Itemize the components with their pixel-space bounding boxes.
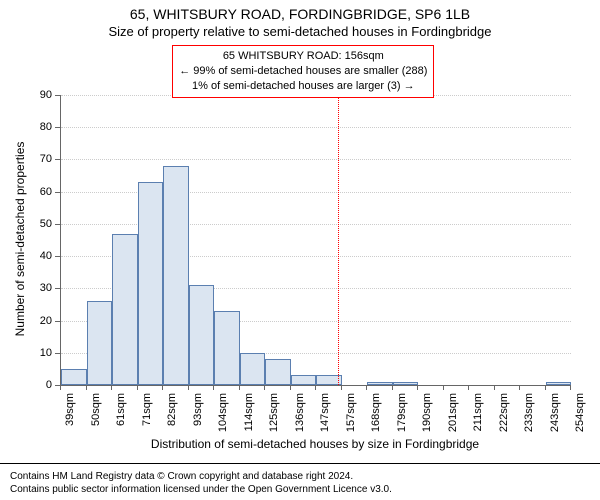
histogram-bar [393, 382, 419, 385]
x-tick-mark [570, 385, 571, 390]
histogram-bar [546, 382, 572, 385]
x-tick-label: 201sqm [447, 393, 459, 443]
x-tick-label: 157sqm [345, 393, 357, 443]
x-tick-label: 125sqm [268, 393, 280, 443]
x-tick-label: 39sqm [64, 393, 76, 443]
y-tick-label: 10 [30, 347, 52, 359]
histogram-bar [61, 369, 87, 385]
x-tick-label: 254sqm [574, 393, 586, 443]
gridline [61, 127, 571, 128]
histogram-bar [265, 359, 291, 385]
y-tick-label: 30 [30, 282, 52, 294]
x-tick-mark [392, 385, 393, 390]
x-tick-mark [545, 385, 546, 390]
x-tick-mark [60, 385, 61, 390]
footer-line1: Contains HM Land Registry data © Crown c… [10, 470, 590, 483]
y-tick-label: 90 [30, 89, 52, 101]
x-tick-label: 136sqm [294, 393, 306, 443]
y-tick-mark [55, 95, 60, 96]
y-tick-label: 20 [30, 315, 52, 327]
x-tick-label: 168sqm [370, 393, 382, 443]
x-tick-mark [341, 385, 342, 390]
histogram-bar [163, 166, 189, 385]
x-tick-mark [213, 385, 214, 390]
x-tick-mark [494, 385, 495, 390]
y-tick-mark [55, 192, 60, 193]
title-address: 65, WHITSBURY ROAD, FORDINGBRIDGE, SP6 1… [0, 6, 600, 22]
x-tick-label: 61sqm [115, 393, 127, 443]
x-axis-label: Distribution of semi-detached houses by … [60, 437, 570, 451]
annotation-line2: ← 99% of semi-detached houses are smalle… [179, 64, 427, 79]
histogram-bar [240, 353, 266, 385]
annotation-box: 65 WHITSBURY ROAD: 156sqm ← 99% of semi-… [172, 45, 434, 98]
x-tick-mark [86, 385, 87, 390]
y-tick-mark [55, 256, 60, 257]
footer-line2: Contains public sector information licen… [10, 483, 590, 496]
y-tick-label: 80 [30, 121, 52, 133]
x-tick-mark [162, 385, 163, 390]
x-tick-mark [111, 385, 112, 390]
y-tick-label: 0 [30, 379, 52, 391]
x-tick-label: 93sqm [192, 393, 204, 443]
histogram-bar [87, 301, 113, 385]
x-tick-label: 179sqm [396, 393, 408, 443]
histogram-bar [291, 375, 317, 385]
title-subtitle: Size of property relative to semi-detach… [0, 24, 600, 39]
x-tick-mark [239, 385, 240, 390]
x-tick-label: 211sqm [472, 393, 484, 443]
x-tick-mark [315, 385, 316, 390]
y-tick-mark [55, 224, 60, 225]
x-tick-label: 82sqm [166, 393, 178, 443]
y-tick-label: 50 [30, 218, 52, 230]
y-tick-mark [55, 353, 60, 354]
footer: Contains HM Land Registry data © Crown c… [0, 463, 600, 496]
y-tick-mark [55, 127, 60, 128]
x-tick-label: 233sqm [523, 393, 535, 443]
y-tick-label: 40 [30, 250, 52, 262]
x-tick-label: 190sqm [421, 393, 433, 443]
x-tick-label: 104sqm [217, 393, 229, 443]
y-tick-label: 60 [30, 186, 52, 198]
x-tick-mark [137, 385, 138, 390]
x-tick-mark [468, 385, 469, 390]
x-tick-mark [264, 385, 265, 390]
chart-container: 65, WHITSBURY ROAD, FORDINGBRIDGE, SP6 1… [0, 0, 600, 500]
y-tick-label: 70 [30, 153, 52, 165]
x-tick-label: 50sqm [90, 393, 102, 443]
y-tick-mark [55, 159, 60, 160]
x-tick-mark [417, 385, 418, 390]
y-axis-label: Number of semi-detached properties [13, 129, 27, 349]
histogram-bar [214, 311, 240, 385]
histogram-bar [112, 234, 138, 385]
histogram-bar [138, 182, 164, 385]
x-tick-mark [366, 385, 367, 390]
y-tick-mark [55, 288, 60, 289]
y-tick-mark [55, 321, 60, 322]
x-tick-label: 243sqm [549, 393, 561, 443]
x-tick-label: 222sqm [498, 393, 510, 443]
marker-vline [338, 95, 339, 385]
histogram-bar [189, 285, 215, 385]
gridline [61, 159, 571, 160]
annotation-line3: 1% of semi-detached houses are larger (3… [179, 79, 427, 94]
x-tick-label: 114sqm [243, 393, 255, 443]
x-tick-label: 71sqm [141, 393, 153, 443]
x-tick-mark [443, 385, 444, 390]
histogram-bar [367, 382, 393, 385]
x-tick-mark [188, 385, 189, 390]
x-tick-label: 147sqm [319, 393, 331, 443]
x-tick-mark [290, 385, 291, 390]
annotation-line1: 65 WHITSBURY ROAD: 156sqm [179, 49, 427, 64]
plot-area [60, 95, 571, 386]
x-tick-mark [519, 385, 520, 390]
